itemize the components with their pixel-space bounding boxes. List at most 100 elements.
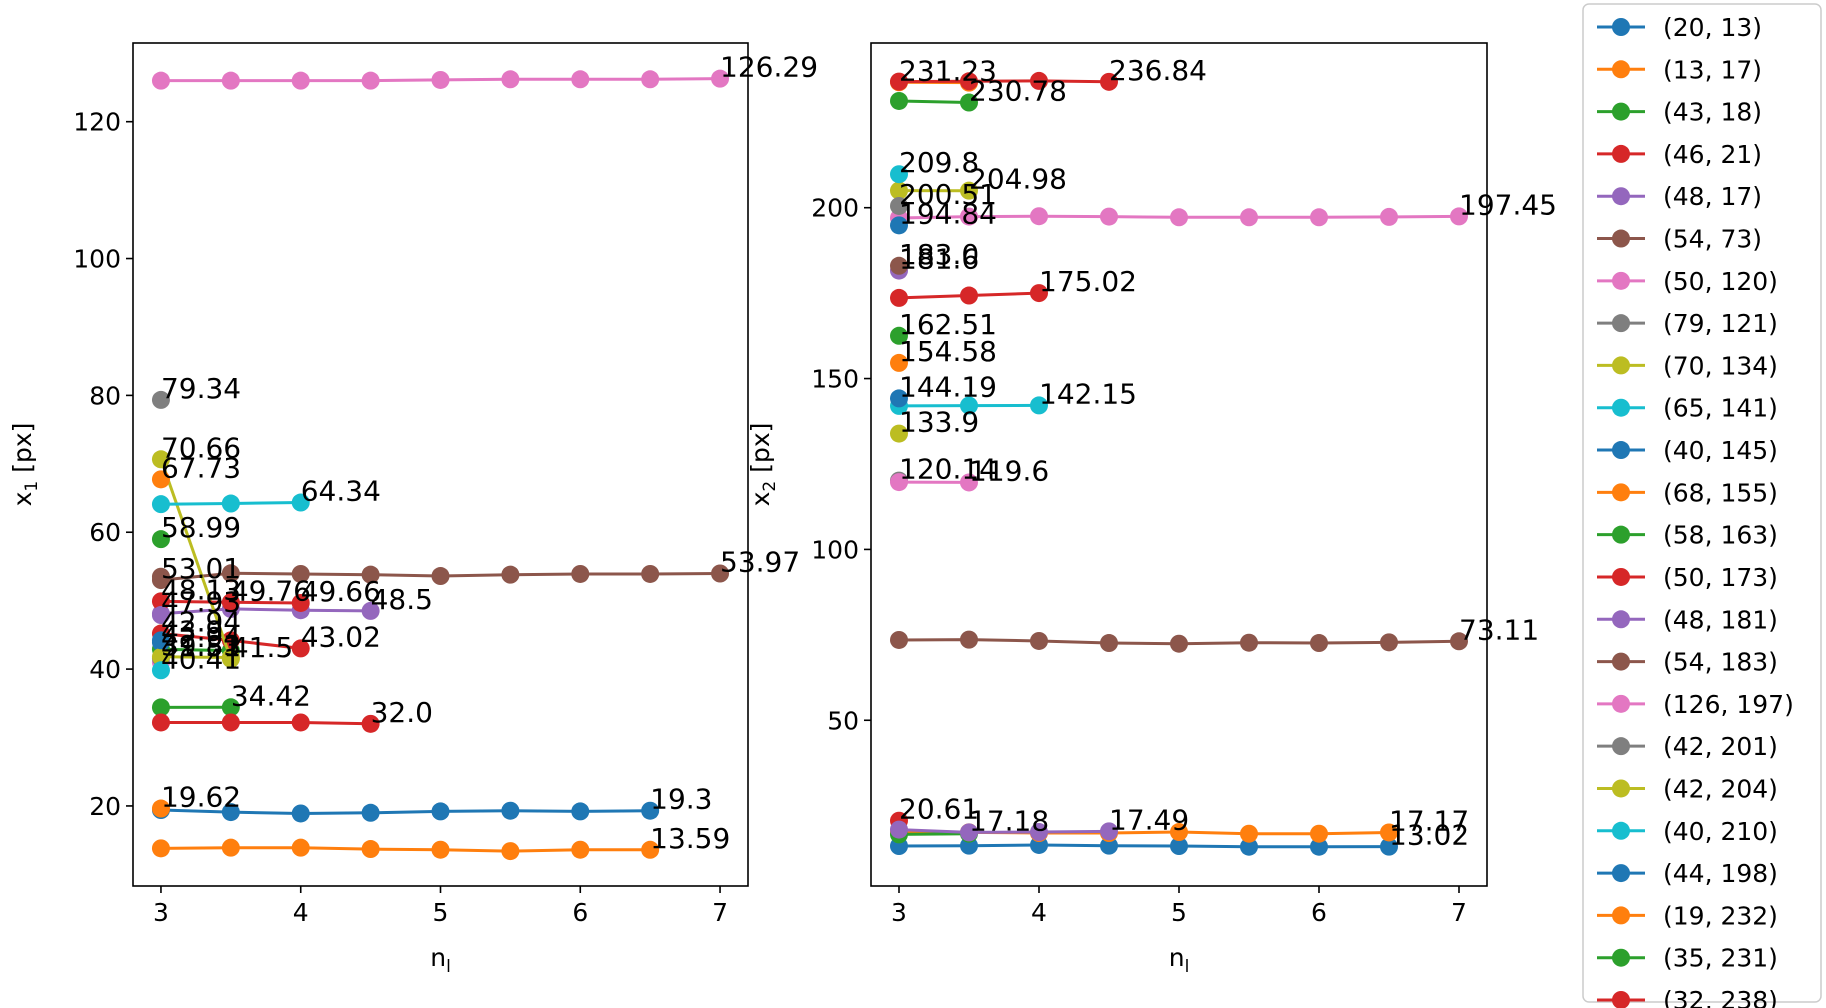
data-point bbox=[361, 601, 380, 620]
data-point bbox=[291, 71, 310, 90]
series-line bbox=[898, 843, 1390, 849]
series-4 bbox=[890, 820, 1118, 842]
legend-entry: (79, 121) bbox=[1597, 309, 1778, 338]
data-point bbox=[431, 840, 450, 859]
data-label: 64.34 bbox=[301, 475, 381, 508]
legend-label: (54, 73) bbox=[1663, 225, 1762, 254]
legend-entry: (40, 210) bbox=[1597, 817, 1778, 846]
series-9 bbox=[151, 493, 310, 514]
legend-label: (48, 181) bbox=[1663, 605, 1778, 634]
data-label: 194.84 bbox=[899, 197, 997, 230]
data-point bbox=[1310, 634, 1328, 653]
data-label: 41.5 bbox=[231, 631, 293, 664]
data-label: 13.59 bbox=[650, 822, 730, 855]
data-point bbox=[1030, 71, 1048, 90]
data-point bbox=[291, 713, 310, 732]
data-label: 73.11 bbox=[1459, 613, 1539, 646]
data-point bbox=[1240, 208, 1258, 227]
data-point bbox=[1310, 208, 1328, 227]
data-point bbox=[151, 839, 170, 858]
legend-label: (70, 134) bbox=[1663, 351, 1778, 380]
data-point bbox=[1380, 823, 1398, 842]
data-point bbox=[291, 838, 310, 857]
legend-entry: (13, 17) bbox=[1597, 55, 1762, 84]
series-20 bbox=[151, 631, 170, 650]
data-point bbox=[571, 840, 590, 859]
data-point bbox=[151, 647, 170, 666]
data-label: 231.23 bbox=[899, 54, 997, 87]
data-point bbox=[221, 803, 240, 822]
data-point bbox=[291, 564, 310, 583]
data-point bbox=[571, 70, 590, 89]
series-19 bbox=[151, 661, 170, 680]
data-point bbox=[151, 631, 170, 650]
series-19 bbox=[890, 165, 908, 184]
legend-label: (19, 232) bbox=[1663, 901, 1778, 930]
series-11 bbox=[151, 470, 170, 489]
data-point bbox=[641, 564, 660, 583]
data-label: 43.9 bbox=[161, 614, 223, 647]
data-point bbox=[890, 91, 908, 110]
series-22 bbox=[890, 91, 978, 112]
data-point bbox=[890, 326, 908, 345]
legend-label: (35, 231) bbox=[1663, 944, 1778, 973]
legend-marker bbox=[1612, 991, 1630, 1008]
series-7 bbox=[151, 390, 170, 409]
data-point bbox=[151, 606, 170, 625]
y-tick-label: 100 bbox=[73, 245, 121, 274]
data-point bbox=[1170, 823, 1188, 842]
data-point bbox=[151, 661, 170, 680]
legend-entry: (42, 201) bbox=[1597, 732, 1778, 761]
data-point bbox=[1170, 208, 1188, 227]
series-line bbox=[160, 647, 231, 653]
data-point bbox=[151, 713, 170, 732]
series-6 bbox=[151, 69, 730, 90]
data-label: 40.41 bbox=[161, 642, 241, 675]
legend-marker bbox=[1612, 398, 1630, 417]
data-point bbox=[890, 424, 908, 443]
legend-marker bbox=[1612, 948, 1630, 967]
y-tick-label: 200 bbox=[811, 194, 859, 223]
legend-entry: (68, 155) bbox=[1597, 478, 1778, 507]
legend-entry: (48, 181) bbox=[1597, 605, 1778, 634]
legend-entry: (35, 231) bbox=[1597, 944, 1778, 973]
data-point bbox=[1100, 72, 1118, 91]
series-13 bbox=[151, 592, 310, 612]
data-label: 43.02 bbox=[301, 620, 381, 653]
legend-entry: (44, 198) bbox=[1597, 859, 1778, 888]
legend-label: (79, 121) bbox=[1663, 309, 1778, 338]
legend-label: (40, 210) bbox=[1663, 817, 1778, 846]
legend-entry: (46, 21) bbox=[1597, 140, 1762, 169]
y-tick-label: 150 bbox=[811, 365, 859, 394]
data-label: 120.14 bbox=[899, 453, 997, 486]
data-point bbox=[1030, 284, 1048, 303]
legend-marker bbox=[1612, 821, 1630, 840]
legend-entry: (20, 13) bbox=[1597, 13, 1762, 42]
x-tick-label: 6 bbox=[1311, 898, 1327, 927]
legend-marker bbox=[1612, 694, 1630, 713]
data-point bbox=[571, 802, 590, 821]
data-point bbox=[361, 803, 380, 822]
series-5 bbox=[151, 564, 730, 590]
data-label: 58.99 bbox=[161, 511, 241, 544]
legend-label: (40, 145) bbox=[1663, 436, 1778, 465]
data-point bbox=[1240, 633, 1258, 652]
legend-entry: (32, 238) bbox=[1597, 986, 1778, 1008]
data-point bbox=[711, 564, 730, 583]
series-20 bbox=[890, 216, 908, 235]
series-15 bbox=[151, 567, 170, 586]
legend-entry: (43, 18) bbox=[1597, 98, 1762, 127]
data-point bbox=[1100, 207, 1118, 226]
y-tick-label: 100 bbox=[811, 535, 859, 564]
data-label: 53.97 bbox=[720, 546, 800, 579]
data-point bbox=[221, 838, 240, 857]
series-12 bbox=[890, 326, 908, 345]
legend-marker bbox=[1612, 18, 1630, 36]
data-label: 79.34 bbox=[161, 372, 241, 405]
data-point bbox=[1380, 837, 1398, 856]
legend-label: (43, 18) bbox=[1663, 98, 1762, 127]
data-point bbox=[1170, 634, 1188, 653]
legend-marker bbox=[1612, 525, 1630, 544]
